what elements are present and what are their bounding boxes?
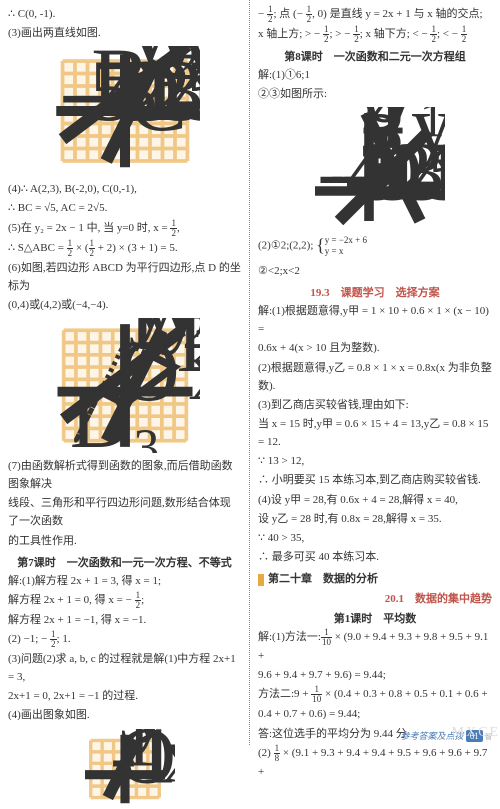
para: (3)画出两直线如图. [8,24,241,42]
graph-1: A B C xy O y₂=2x-1 y₁=³⁄₄x+³⁄₂ -5-4-3-2-… [50,46,200,176]
para: (0,4)或(4,2)或(−4,−4). [8,296,241,314]
para: (2)根据题意得,y乙 = 0.8 × 1 × x = 0.8x(x 为非负整数… [258,359,492,395]
para: (7)由函数解析式得到函数的图象,而后借助函数图象解决 [8,457,241,493]
para: 9.6 + 9.4 + 9.7 + 9.6) = 9.44; [258,666,492,684]
para: 解方程 2x + 1 = 0, 得 x = − 12; [8,591,241,610]
svg-text:D₃: D₃ [69,370,161,453]
para: ∵ 13 > 12, [258,452,492,470]
para: ∴ C(0, -1). [8,5,241,23]
para: ∴ BC = √5, AC = 2√5. [8,199,241,217]
section-20-1-header: 20.1 数据的集中趋势 [258,590,492,606]
para: 解:(1)根据题意得,y甲 = 1 × 10 + 0.6 × 1 × (x − … [258,302,492,338]
para: ∴ S△ABC = 12 × (12 + 2) × (3 + 1) = 5. [8,239,241,258]
para: 解:(1)①6;1 [258,66,492,84]
para: (3)到乙商店买较省钱,理由如下: [258,396,492,414]
orange-bar-icon [258,574,264,586]
para: 0.4 + 0.7 + 0.6) = 9.44; [258,705,492,723]
para: 的工具性作用. [8,532,241,550]
watermark: MXCE [452,725,500,741]
para: x 轴上方; > − 12; > − 12; x 轴下方; < − 12; < … [258,25,492,44]
para: (2) 18 × (9.1 + 9.3 + 9.4 + 9.4 + 9.5 + … [258,744,492,781]
para: (2) −1; − 12; 1. [8,630,241,649]
para: 解方程 2x + 1 = −1, 得 x = −1. [8,611,241,629]
section-8-header: 第8课时 一次函数和二元一次方程组 [258,48,492,64]
para: ∴ 最多可买 40 本练习本. [258,548,492,566]
chapter-20-header: 第二十章 数据的分析 [258,570,492,586]
para: 线段、三角形和平行四边形问题,数形结合体现了一次函数 [8,494,241,530]
para: ②③如图所示: [258,85,492,103]
section-7-header: 第7课时 一次函数和一元一次方程、不等式 [8,554,241,570]
para: (4)∴ A(2,3), B(-2,0), C(0,-1), [8,180,241,198]
para: 当 x = 15 时,y甲 = 0.6 × 15 + 4 = 13,y乙 = 0… [258,415,492,451]
graph-4: xyO y₁=-2x+6 y₂=x -4-3-2-112345 123456 [305,107,445,227]
graph-2: xyO D₂ D₁ D₃ y₂=2x-1 y₁=³⁄₄x+³⁄₂ [50,318,200,453]
para: (4)设 y甲 = 28,有 0.6x + 4 = 28,解得 x = 40, [258,491,492,509]
para: 解:(1)方法一:110 × (9.0 + 9.4 + 9.3 + 9.8 + … [258,628,492,665]
para: 0.6x + 4(x > 10 且为整数). [258,339,492,357]
graph-3: xyO -11 13 [75,729,175,809]
svg-text:5: 5 [427,126,445,219]
svg-text:3: 3 [118,729,158,761]
para: (2)①2;(2,2); {y = −2x + 6y = x [258,231,492,261]
para: (4)画出图象如图. [8,706,241,724]
para: − 12; 点 (− 12, 0) 是直线 y = 2x + 1 与 x 轴的交… [258,5,492,24]
para: (3)问题(2)求 a, b, c 的过程就是解(1)中方程 2x+1 = 3, [8,650,241,686]
svg-text:5: 5 [185,46,200,139]
para: (6)如图,若四边形 ABCD 为平行四边形,点 D 的坐标为 [8,259,241,295]
para: 2x+1 = 0, 2x+1 = −1 的过程. [8,687,241,705]
para: 解:(1)解方程 2x + 1 = 3, 得 x = 1; [8,572,241,590]
para: 设 y乙 = 28 时,有 0.8x = 28,解得 x = 35. [258,510,492,528]
section-19-3-header: 19.3 课题学习 选择方案 [258,284,492,300]
para: ∴ 小明要买 15 本练习本,到乙商店购买较省钱. [258,471,492,489]
para: ∵ 40 > 35, [258,529,492,547]
section-20-1-1-header: 第1课时 平均数 [258,610,492,626]
svg-text:y₁=³⁄₄x+³⁄₂: y₁=³⁄₄x+³⁄₂ [159,318,200,355]
svg-text:6: 6 [362,107,404,140]
para: ②<2;x<2 [258,262,492,280]
para: 方法二:9 + 110 × (0.4 + 0.3 + 0.8 + 0.5 + 0… [258,685,492,704]
para: (5)在 y₂ = 2x − 1 中, 当 y=0 时, x = 12, [8,219,241,238]
